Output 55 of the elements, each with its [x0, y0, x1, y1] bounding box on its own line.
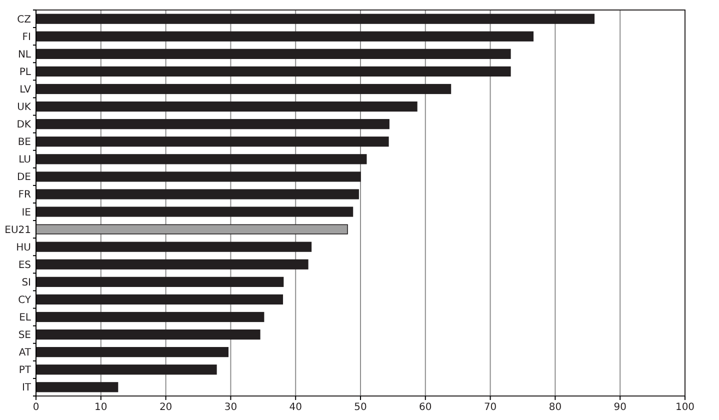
y-tick-label: LU	[18, 154, 31, 166]
y-tick-label: ES	[18, 260, 31, 271]
bar	[36, 136, 389, 147]
bar	[36, 172, 361, 182]
y-tick-label: PL	[19, 66, 32, 78]
bar	[36, 276, 284, 287]
y-tick-label: AT	[18, 348, 32, 359]
bar	[36, 48, 511, 59]
x-tick-label: 100	[675, 402, 695, 414]
y-tick-label: DE	[16, 172, 31, 184]
y-tick-label: HU	[16, 242, 31, 254]
x-tick-label: 90	[614, 402, 626, 414]
y-tick-label: PT	[18, 365, 32, 376]
x-tick-label: 0	[32, 402, 40, 414]
bar	[36, 382, 118, 392]
bar	[36, 119, 390, 130]
bar	[36, 224, 348, 234]
y-tick-label: CZ	[17, 14, 32, 26]
x-tick-label: 30	[224, 402, 238, 414]
y-tick-label: BE	[18, 137, 31, 148]
bar	[36, 101, 418, 112]
bar	[36, 329, 260, 340]
y-tick-label: IT	[22, 382, 32, 394]
y-tick-label: EL	[19, 312, 32, 324]
y-tick-label: FR	[18, 190, 32, 201]
x-tick-label: 40	[289, 402, 302, 414]
x-tick-label: 10	[94, 402, 108, 414]
y-tick-label: SE	[18, 330, 31, 342]
bar	[36, 66, 511, 77]
y-tick-label: NL	[18, 49, 32, 60]
y-tick-label: SI	[22, 277, 31, 288]
bar	[36, 259, 308, 270]
x-tick-label: 70	[484, 402, 497, 414]
x-tick-label: 20	[159, 402, 172, 414]
bar	[36, 364, 217, 375]
x-tick-label: 50	[354, 402, 367, 414]
y-tick-label: FI	[22, 32, 31, 43]
y-tick-label: DK	[16, 120, 32, 131]
y-tick-label: UK	[17, 102, 32, 114]
bar	[36, 14, 595, 24]
y-tick-label: LV	[20, 84, 32, 96]
x-tick-label: 80	[548, 402, 562, 414]
y-tick-label: CY	[18, 294, 32, 306]
bar	[36, 294, 284, 305]
bar	[36, 347, 229, 358]
bar	[36, 312, 264, 322]
x-tick-label: 60	[419, 402, 432, 414]
bar	[36, 31, 534, 42]
bar	[36, 189, 359, 200]
bar	[36, 154, 367, 164]
y-tick-label: EU21	[4, 224, 31, 236]
y-tick-label: IE	[22, 207, 31, 218]
bar	[36, 84, 452, 94]
bar	[36, 242, 312, 252]
bar	[36, 206, 354, 217]
